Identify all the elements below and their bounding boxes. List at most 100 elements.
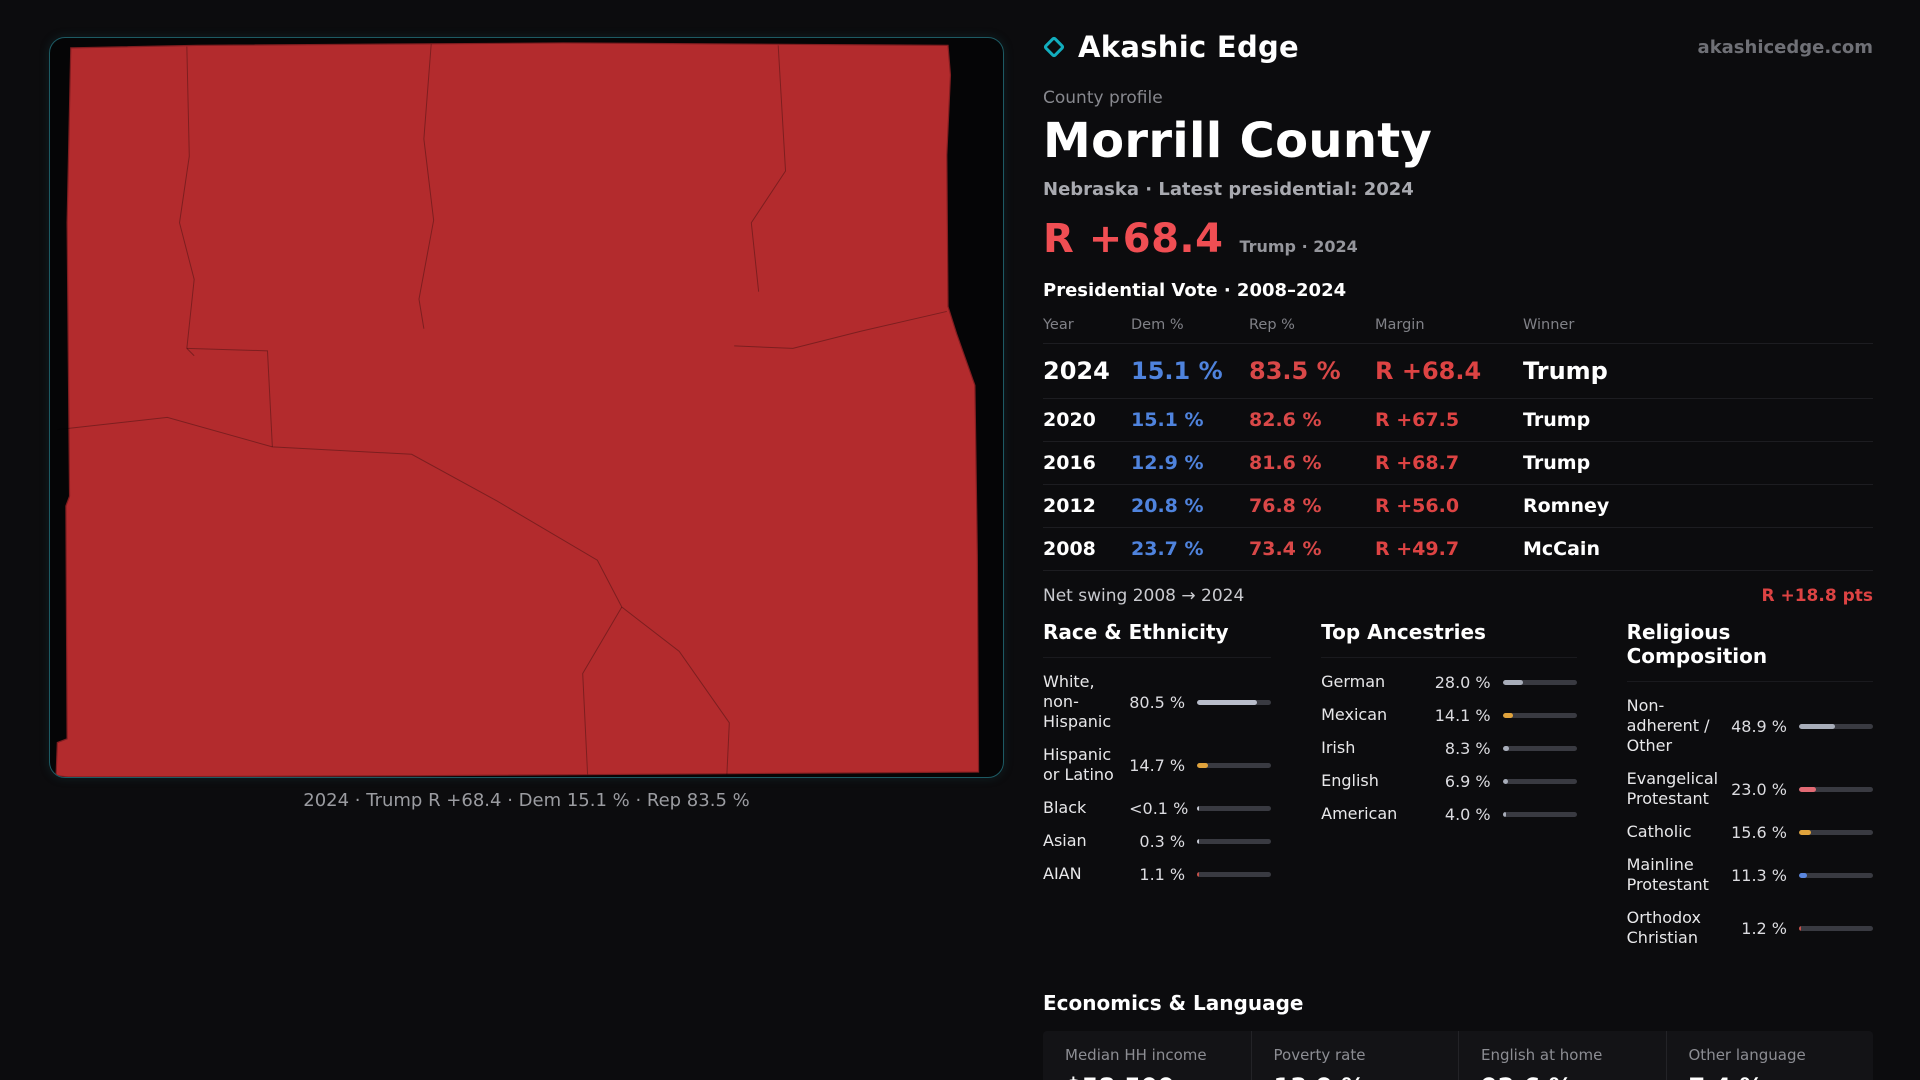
- vote-row-2012: 2012 20.8 % 76.8 % R +56.0 Romney: [1043, 484, 1873, 527]
- demo-value: 14.7 %: [1129, 755, 1186, 775]
- map-caption: 2024 · Trump R +68.4 · Dem 15.1 % · Rep …: [303, 790, 750, 811]
- stat-value: 13.9 %: [1274, 1073, 1437, 1080]
- cell-rep: 76.8 %: [1249, 495, 1322, 518]
- demo-value: 0.3 %: [1139, 831, 1186, 851]
- cell-year: 2024: [1043, 357, 1110, 386]
- demo-item: Mainline Protestant 11.3 %: [1627, 855, 1873, 895]
- stat-bar: [1197, 762, 1272, 768]
- demographics-grid: Race & Ethnicity White, non-Hispanic 80.…: [1043, 620, 1873, 961]
- subdivision-line: [57, 417, 729, 774]
- headline-row: R +68.4 Trump · 2024: [1043, 216, 1873, 262]
- stat-bar: [1197, 838, 1272, 844]
- demo-label: English: [1321, 771, 1379, 791]
- cell-winner: Trump: [1523, 409, 1591, 432]
- demo-item: Non-adherent / Other 48.9 %: [1627, 696, 1873, 756]
- demo-label: Hispanic or Latino: [1043, 745, 1114, 785]
- eyebrow-label: County profile: [1043, 88, 1163, 108]
- net-swing-row: Net swing 2008 → 2024 R +18.8 pts: [1043, 570, 1873, 606]
- cell-dem: 20.8 %: [1131, 495, 1204, 518]
- demo-label: Mexican: [1321, 705, 1388, 725]
- demo-item: White, non-Hispanic 80.5 %: [1043, 672, 1272, 732]
- col-year: Year: [1043, 317, 1074, 334]
- demo-label: Irish: [1321, 738, 1356, 758]
- demo-value: 1.1 %: [1139, 864, 1186, 884]
- col-rep: Rep %: [1249, 317, 1295, 334]
- demo-value: 4.0 %: [1444, 804, 1491, 824]
- demo-label: American: [1321, 804, 1398, 824]
- cell-rep: 73.4 %: [1249, 538, 1322, 561]
- vote-row-2020: 2020 15.1 % 82.6 % R +67.5 Trump: [1043, 398, 1873, 441]
- demo-section-race: Race & Ethnicity White, non-Hispanic 80.…: [1043, 620, 1272, 961]
- vote-row-2008: 2008 23.7 % 73.4 % R +49.7 McCain: [1043, 527, 1873, 570]
- stat-label: Other language: [1688, 1046, 1806, 1065]
- stat-value: $58,500: [1065, 1073, 1229, 1080]
- stat-bar: [1799, 872, 1873, 878]
- demo-value: 48.9 %: [1731, 716, 1787, 736]
- cell-winner: McCain: [1523, 538, 1600, 561]
- vote-table-header: Year Dem % Rep % Margin Winner: [1043, 317, 1873, 343]
- stat-bar: [1502, 811, 1577, 817]
- stat-bar: [1799, 723, 1873, 729]
- subdivision-line: [419, 44, 434, 329]
- demo-label: Orthodox Christian: [1626, 908, 1701, 948]
- col-margin: Margin: [1375, 317, 1425, 334]
- cell-rep: 81.6 %: [1249, 452, 1322, 475]
- demo-item: Orthodox Christian 1.2 %: [1627, 908, 1873, 948]
- demo-item: Asian 0.3 %: [1043, 831, 1272, 851]
- stat-bar: [1502, 778, 1577, 784]
- brand-name: Akashic Edge: [1078, 30, 1300, 64]
- stat-value: 7.4 %: [1689, 1073, 1852, 1080]
- stat-bar: [1197, 805, 1272, 811]
- stat-bar: [1197, 871, 1272, 877]
- cell-winner: Romney: [1523, 495, 1610, 518]
- demo-value: 23.0 %: [1731, 779, 1787, 799]
- col-winner: Winner: [1523, 317, 1575, 334]
- vote-row-2024: 2024 15.1 % 83.5 % R +68.4 Trump: [1043, 343, 1873, 398]
- cell-rep: 83.5 %: [1249, 357, 1341, 386]
- demo-item: Irish 8.3 %: [1321, 738, 1577, 758]
- col-dem: Dem %: [1131, 317, 1184, 334]
- profile-panel: Akashic Edge akashicedge.com County prof…: [1042, 30, 1873, 1080]
- stat-label: English at home: [1481, 1046, 1603, 1065]
- demo-value: 28.0 %: [1434, 672, 1491, 692]
- cell-year: 2016: [1043, 452, 1096, 475]
- headline-margin: R +68.4: [1043, 216, 1224, 263]
- cell-dem: 23.7 %: [1131, 538, 1204, 561]
- cell-margin: R +67.5: [1375, 409, 1460, 432]
- demo-item: Mexican 14.1 %: [1321, 705, 1577, 725]
- cell-year: 2020: [1043, 409, 1096, 432]
- demo-value: 8.3 %: [1444, 738, 1491, 758]
- demo-value: 14.1 %: [1434, 705, 1491, 725]
- demo-item: German 28.0 %: [1321, 672, 1577, 692]
- brand-domain-link[interactable]: akashicedge.com: [1697, 36, 1873, 58]
- stat-bar: [1799, 786, 1873, 792]
- demo-item: Evangelical Protestant 23.0 %: [1627, 769, 1873, 809]
- stat-box-poverty: Poverty rate 13.9 %: [1250, 1031, 1459, 1080]
- stat-value: 92.6 %: [1481, 1073, 1644, 1080]
- vote-row-2016: 2016 12.9 % 81.6 % R +68.7 Trump: [1043, 441, 1873, 484]
- stat-box-english: English at home 92.6 %: [1458, 1031, 1666, 1080]
- cell-margin: R +56.0: [1375, 495, 1460, 518]
- demo-label: Catholic: [1626, 822, 1692, 842]
- net-swing-value: R +18.8 pts: [1761, 586, 1873, 607]
- demo-section-religion: Religious Composition Non-adherent / Oth…: [1626, 620, 1873, 961]
- stat-label: Poverty rate: [1273, 1046, 1366, 1065]
- demo-item: English 6.9 %: [1321, 771, 1577, 791]
- brand: Akashic Edge: [1042, 30, 1300, 64]
- cell-dem: 15.1 %: [1131, 409, 1204, 432]
- demo-label: AIAN: [1043, 864, 1082, 884]
- vote-table-title: Presidential Vote · 2008–2024: [1043, 280, 1347, 302]
- brand-diamond-icon: [1042, 35, 1066, 59]
- stat-bar: [1799, 829, 1873, 835]
- cell-year: 2008: [1043, 538, 1096, 561]
- cell-margin: R +68.4: [1375, 357, 1482, 386]
- demo-section-ancestries: Top Ancestries German 28.0 % Mexican 14.…: [1321, 620, 1577, 961]
- cell-dem: 12.9 %: [1131, 452, 1204, 475]
- stat-bar: [1197, 699, 1272, 705]
- demo-label: White, non-Hispanic: [1043, 672, 1112, 732]
- cell-year: 2012: [1043, 495, 1096, 518]
- county-map-panel: [49, 37, 1004, 778]
- stat-bar: [1799, 925, 1873, 931]
- brand-row: Akashic Edge akashicedge.com: [1042, 30, 1873, 64]
